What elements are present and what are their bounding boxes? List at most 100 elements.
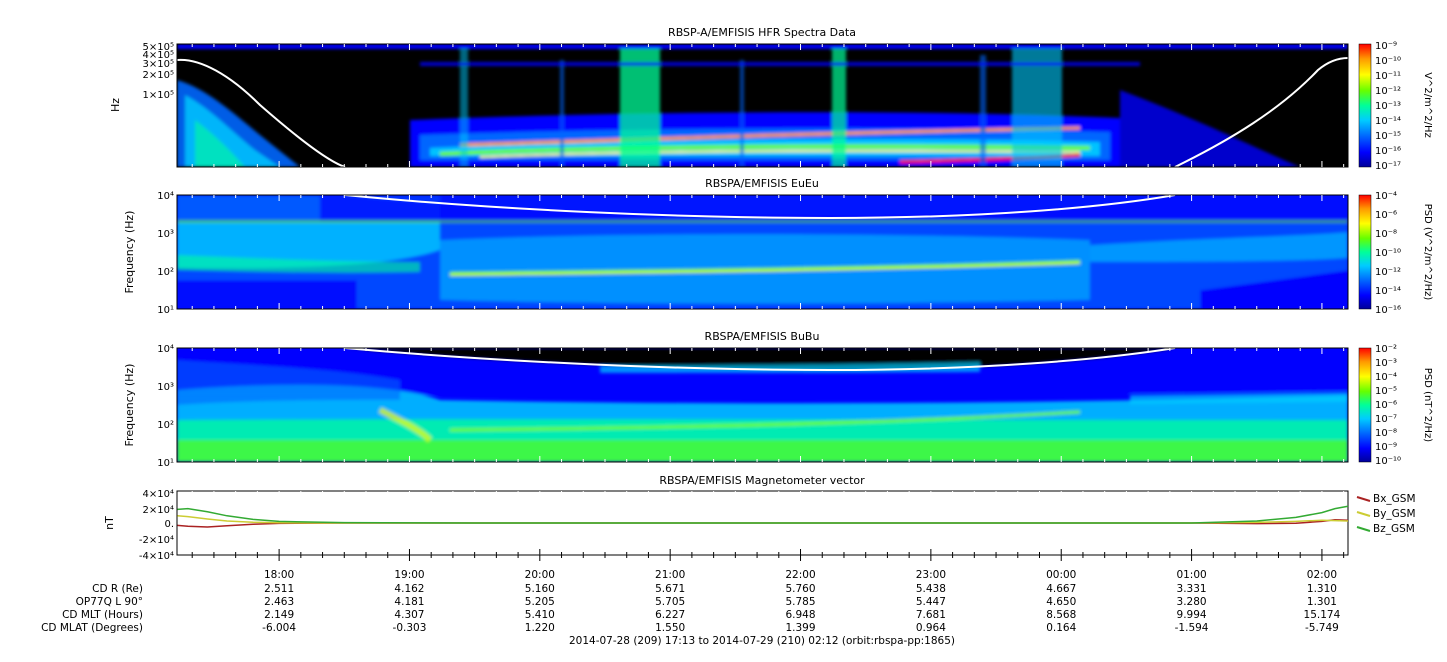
ephemeris-value: 0.964 [916, 622, 946, 634]
eueu-cbtick: 10⁻¹⁴ [1375, 286, 1401, 297]
x-tick-label: 02:00 [1307, 569, 1337, 581]
hfr-ytick: 3×10⁵ [143, 59, 174, 70]
eueu-ytick: 10² [157, 267, 174, 278]
eueu-cbtick: 10⁻¹⁰ [1375, 248, 1401, 259]
hfr-ytick: 1×10⁵ [143, 90, 174, 101]
ephemeris-value: 5.438 [916, 583, 946, 595]
legend-label: Bz_GSM [1373, 523, 1415, 535]
ephemeris-table: 18:00 19:00 20:00 21:00 22:00 23:00 00:00 01:00… [41, 569, 1341, 634]
eueu-colorbar-label: PSD (V^2/m^2/Hz) [1422, 204, 1433, 301]
hfr-cbtick: 10⁻¹³ [1375, 101, 1401, 112]
hfr-cbtick: 10⁻¹¹ [1375, 71, 1401, 82]
ephemeris-value: -0.303 [393, 622, 427, 634]
legend-label: Bx_GSM [1373, 493, 1416, 505]
hfr-cbtick: 10⁻¹² [1375, 86, 1401, 97]
eueu-ytick: 10⁴ [157, 191, 174, 202]
eueu-ytick: 10¹ [157, 305, 174, 316]
x-tick-label: 18:00 [264, 569, 294, 581]
ephemeris-value: 3.331 [1177, 583, 1207, 595]
hfr-y-ticks: 5×10⁵ 4×10⁵ 3×10⁵ 2×10⁵ 1×10⁵ [143, 42, 174, 101]
ephemeris-value: 4.307 [394, 609, 424, 621]
panel-title-hfr: RBSP-A/EMFISIS HFR Spectra Data [668, 26, 856, 39]
ephemeris-value: 1.550 [655, 622, 685, 634]
mag-ylabel: nT [103, 516, 116, 530]
hfr-cbtick: 10⁻¹⁶ [1375, 146, 1401, 157]
bubu-y-ticks: 10⁴ 10³ 10² 10¹ [157, 344, 174, 469]
bubu-ytick: 10⁴ [157, 344, 174, 355]
x-tick-label: 20:00 [525, 569, 555, 581]
ephemeris-value: 5.160 [525, 583, 555, 595]
ephemeris-value: 5.205 [525, 596, 555, 608]
legend-swatch [1356, 511, 1371, 517]
hfr-cbtick: 10⁻¹⁷ [1375, 161, 1401, 172]
bubu-cbtick: 10⁻² [1375, 344, 1397, 355]
ephemeris-value: 1.399 [785, 622, 815, 634]
x-tick-label: 19:00 [394, 569, 424, 581]
mag-ytick: -4×10⁴ [139, 551, 174, 562]
hfr-cbtick: 10⁻⁹ [1375, 41, 1397, 52]
hfr-colorbar-label: V^2/m^2/Hz [1422, 72, 1433, 138]
ephemeris-value: 2.511 [264, 583, 294, 595]
ephemeris-value: 3.280 [1177, 596, 1207, 608]
mag-ytick: 0. [164, 519, 174, 530]
hfr-ytick: 5×10⁵ [143, 42, 174, 53]
ephemeris-row-label: CD MLAT (Degrees) [41, 622, 143, 634]
bubu-cbtick: 10⁻⁴ [1375, 372, 1397, 383]
eueu-cbtick: 10⁻⁸ [1375, 229, 1397, 240]
bubu-cbtick: 10⁻⁶ [1375, 400, 1397, 411]
x-tick-label: 00:00 [1046, 569, 1076, 581]
mag-ytick: 4×10⁴ [143, 489, 174, 500]
ephemeris-value: 6.948 [785, 609, 815, 621]
mag-ytick: -2×10⁴ [139, 535, 174, 546]
ephemeris-value: -5.749 [1305, 622, 1339, 634]
bubu-ytick: 10¹ [157, 458, 174, 469]
ephemeris-value: 6.227 [655, 609, 685, 621]
eueu-colorbar-ticks: 10⁻⁴ 10⁻⁶ 10⁻⁸ 10⁻¹⁰ 10⁻¹² 10⁻¹⁴ 10⁻¹⁶ [1375, 191, 1401, 316]
x-tick-label: 01:00 [1176, 569, 1206, 581]
ephemeris-row-label: CD R (Re) [92, 583, 143, 595]
legend-label: By_GSM [1373, 508, 1416, 520]
ephemeris-value: 5.705 [655, 596, 685, 608]
x-tick-marks [191, 44, 1345, 561]
hfr-ytick: 2×10⁵ [143, 70, 174, 81]
bubu-colorbar-label: PSD (nT^2/Hz) [1422, 368, 1433, 442]
ephemeris-row-label: CD MLT (Hours) [62, 609, 143, 621]
panel-title-mag: RBSPA/EMFISIS Magnetometer vector [659, 474, 865, 487]
bubu-cbtick: 10⁻⁷ [1375, 414, 1397, 425]
mag-series-lines [177, 505, 1349, 528]
ephemeris-value: -1.594 [1175, 622, 1209, 634]
ephemeris-row-label: OP77Q L 90° [76, 596, 143, 608]
ephemeris-value: 2.463 [264, 596, 294, 608]
ephemeris-value: 5.410 [525, 609, 555, 621]
ephemeris-value: 1.220 [525, 622, 555, 634]
panel-title-bubu: RBSPA/EMFISIS BuBu [705, 330, 820, 343]
ephemeris-value: 4.162 [394, 583, 424, 595]
hfr-cbtick: 10⁻¹⁵ [1375, 131, 1401, 142]
x-tick-label: 21:00 [655, 569, 685, 581]
hfr-colorbar-ticks: 10⁻⁹ 10⁻¹⁰ 10⁻¹¹ 10⁻¹² 10⁻¹³ 10⁻¹⁴ 10⁻¹⁵… [1375, 41, 1401, 172]
ephemeris-value: 5.671 [655, 583, 685, 595]
eueu-cbtick: 10⁻⁴ [1375, 191, 1397, 202]
hfr-cbtick: 10⁻¹⁴ [1375, 116, 1401, 127]
hfr-spectrogram [177, 44, 1348, 167]
ephemeris-value: 5.785 [785, 596, 815, 608]
ephemeris-value: 2.149 [264, 609, 294, 621]
eueu-cbtick: 10⁻¹⁶ [1375, 305, 1401, 316]
mag-ytick: 2×10⁴ [143, 505, 174, 516]
ephemeris-value: 5.760 [785, 583, 815, 595]
mag-line-bz-gsm [177, 505, 1349, 524]
eueu-colorbar [1358, 194, 1372, 310]
bubu-ytick: 10² [157, 420, 174, 431]
ephemeris-value: 4.650 [1046, 596, 1076, 608]
ephemeris-value: 5.447 [916, 596, 946, 608]
bubu-ytick: 10³ [157, 382, 174, 393]
eueu-y-ticks: 10⁴ 10³ 10² 10¹ [157, 191, 174, 316]
mag-legend: Bx_GSM By_GSM Bz_GSM [1356, 493, 1416, 535]
ephemeris-value: 7.681 [916, 609, 946, 621]
ephemeris-value: -6.004 [262, 622, 296, 634]
bubu-cbtick: 10⁻⁵ [1375, 386, 1397, 397]
bubu-colorbar-ticks: 10⁻² 10⁻³ 10⁻⁴ 10⁻⁵ 10⁻⁶ 10⁻⁷ 10⁻⁸ 10⁻⁹ … [1375, 344, 1401, 467]
ephemeris-value: 4.667 [1046, 583, 1076, 595]
panel-title-eueu: RBSPA/EMFISIS EuEu [705, 177, 819, 190]
